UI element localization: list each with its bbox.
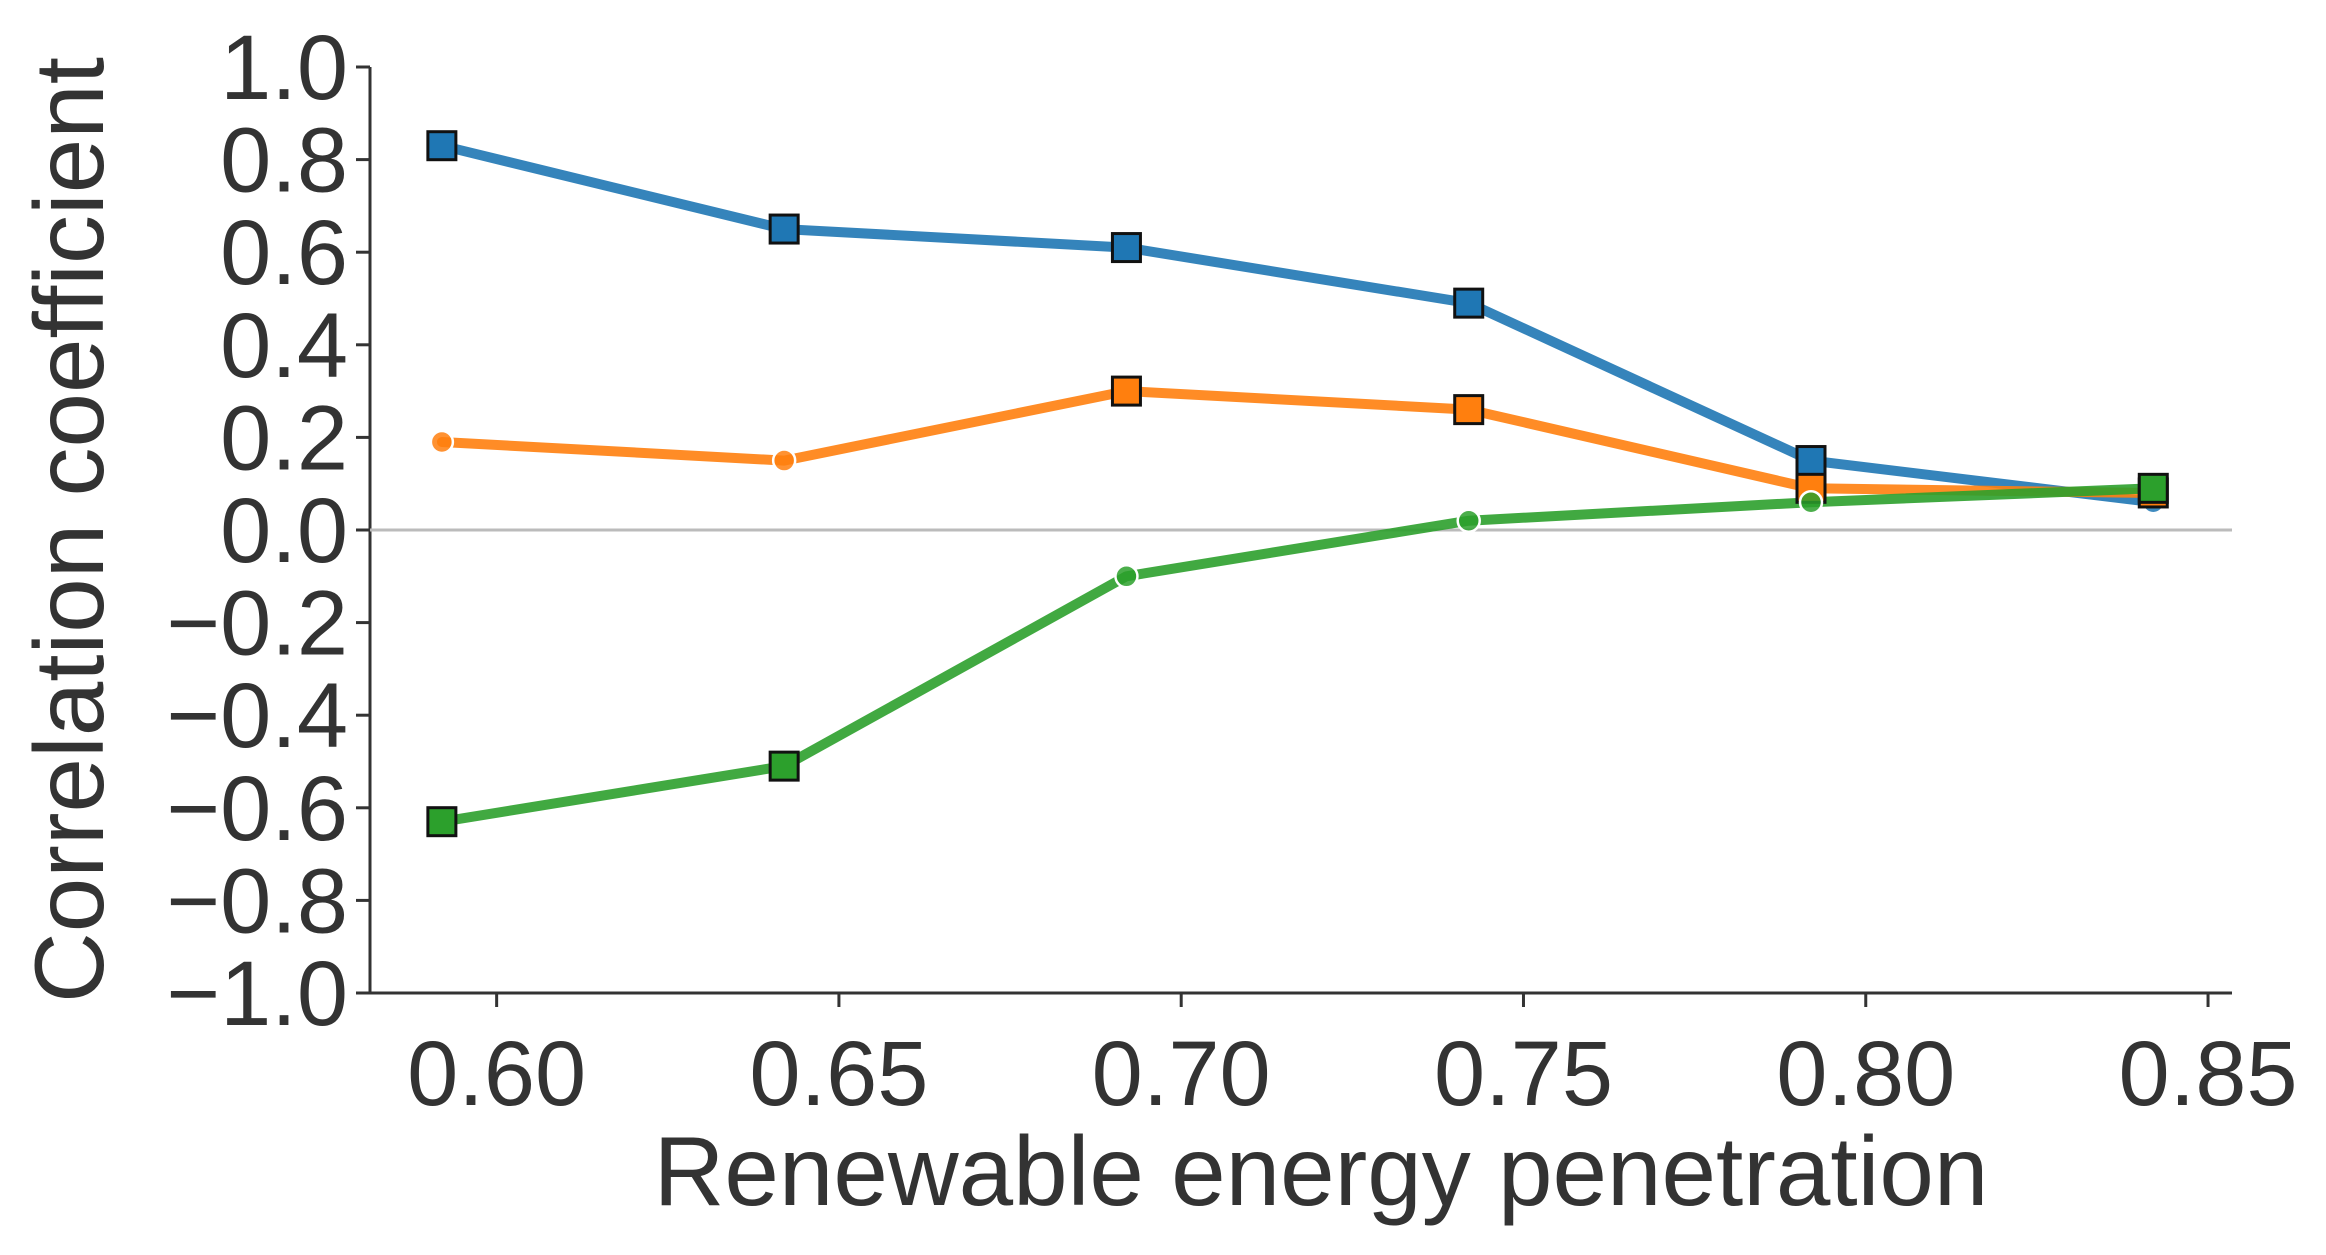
y-tick-label: 0.6 (220, 202, 348, 304)
series-3-point (768, 750, 800, 782)
y-tick-label: 0.0 (220, 480, 348, 582)
series-3-point (1456, 508, 1481, 533)
series-2-point (1453, 394, 1485, 426)
series-1-point (1453, 287, 1485, 319)
x-tick-label: 0.80 (1776, 1023, 1955, 1125)
y-tick-label: −0.8 (166, 850, 348, 952)
series-3-point (1798, 489, 1824, 515)
y-tick-label: −0.2 (166, 573, 348, 675)
series-1-point (1110, 232, 1142, 264)
series-1-point (768, 213, 800, 245)
x-tick-label: 0.65 (749, 1023, 928, 1125)
series-3-point (426, 806, 458, 838)
series-3-line (436, 483, 2159, 827)
series-1-point (426, 130, 458, 162)
series-3-point (1114, 564, 1139, 589)
axes-layer (356, 65, 2232, 1007)
series-2-point (1110, 375, 1142, 407)
x-tick-label: 0.60 (407, 1023, 586, 1125)
series-2-point (771, 448, 797, 473)
series-1-line (436, 140, 2159, 508)
series-2-line (436, 386, 2159, 498)
y-tick-label: 1.0 (220, 17, 348, 119)
y-tick-label: −1.0 (166, 943, 348, 1045)
series-2-point (429, 429, 455, 455)
x-tick-label: 0.75 (1434, 1023, 1613, 1125)
y-tick-label: −0.6 (166, 758, 348, 860)
labels-layer: −1.0−0.8−0.6−0.4−0.20.00.20.40.60.81.0 0.… (14, 17, 2298, 1226)
y-tick-label: 0.2 (220, 387, 348, 489)
y-tick-label: 0.4 (220, 295, 348, 397)
y-tick-label: 0.8 (220, 110, 348, 212)
series-markers-layer (426, 130, 2169, 838)
series-3-point (2137, 472, 2169, 504)
x-tick-label: 0.70 (1092, 1023, 1271, 1125)
series-1-point (1795, 445, 1827, 477)
x-tick-label: 0.85 (2119, 1023, 2298, 1125)
series-lines-layer (436, 140, 2159, 827)
y-axis-label: Correlation coefficient (14, 57, 124, 1003)
x-axis-label: Renewable energy penetration (654, 1116, 1989, 1226)
y-tick-label: −0.4 (166, 665, 348, 767)
